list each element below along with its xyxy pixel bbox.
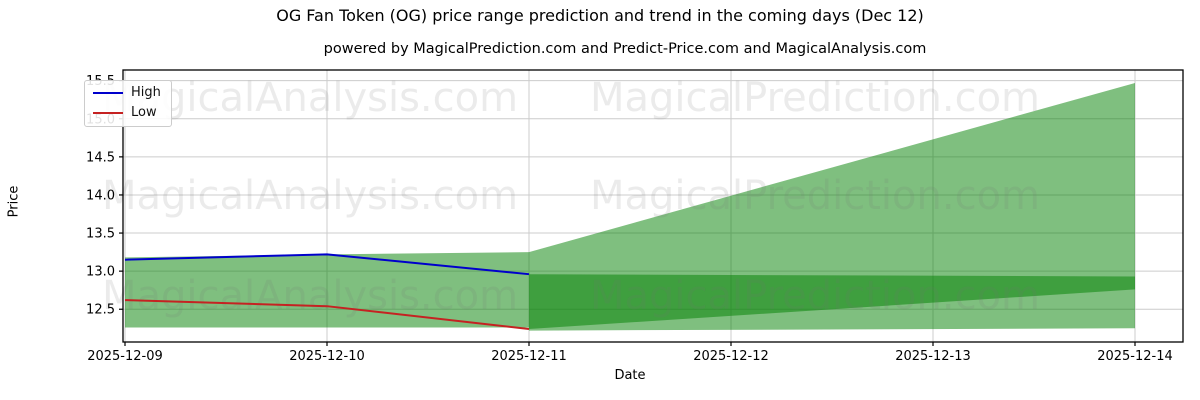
legend-label-low: Low — [131, 105, 157, 121]
y-tick-label-13.5: 13.5 — [86, 227, 115, 242]
watermark-prediction-1: MagicalPrediction.com — [590, 173, 1040, 219]
high-line-swatch — [93, 92, 123, 95]
legend-item-high: High — [93, 85, 161, 100]
x-tick-label-2025-12-14: 2025-12-14 — [1097, 349, 1173, 364]
low-line-swatch — [93, 112, 123, 115]
watermark-prediction-2: MagicalPrediction.com — [590, 273, 1040, 319]
low-line — [124, 299, 530, 331]
plot-border — [122, 69, 1184, 343]
legend: High Low — [84, 80, 172, 127]
forecast-range-band — [529, 82, 1135, 331]
watermark-prediction-0: MagicalPrediction.com — [590, 75, 1040, 121]
figure-subtitle: powered by MagicalPrediction.com and Pre… — [323, 41, 927, 57]
x-tick-label-2025-12-13: 2025-12-13 — [895, 349, 971, 364]
x-tick-label-2025-12-09: 2025-12-09 — [87, 349, 163, 364]
y-tick-label-14: 14.0 — [86, 188, 115, 203]
y-axis-label: Price — [6, 185, 22, 218]
y-tick-label-14.5: 14.5 — [86, 150, 115, 165]
legend-item-low: Low — [93, 105, 161, 121]
x-tick-label-2025-12-11: 2025-12-11 — [491, 349, 567, 364]
y-tick-label-12.5: 12.5 — [86, 303, 115, 318]
figure-title: OG Fan Token (OG) price range prediction… — [276, 6, 924, 25]
x-axis-label: Date — [614, 368, 646, 383]
legend-label-high: High — [131, 85, 161, 100]
x-tick-label-2025-12-10: 2025-12-10 — [289, 349, 365, 364]
watermark-analysis-1: MagicalAnalysis.com — [102, 173, 518, 219]
high-line — [124, 253, 530, 276]
forecast-core-band — [529, 274, 1135, 330]
x-tick-label-2025-12-12: 2025-12-12 — [693, 349, 769, 364]
watermark-analysis-2: MagicalAnalysis.com — [102, 273, 518, 319]
y-tick-label-13: 13.0 — [86, 265, 115, 280]
historical-range-band — [125, 252, 529, 328]
